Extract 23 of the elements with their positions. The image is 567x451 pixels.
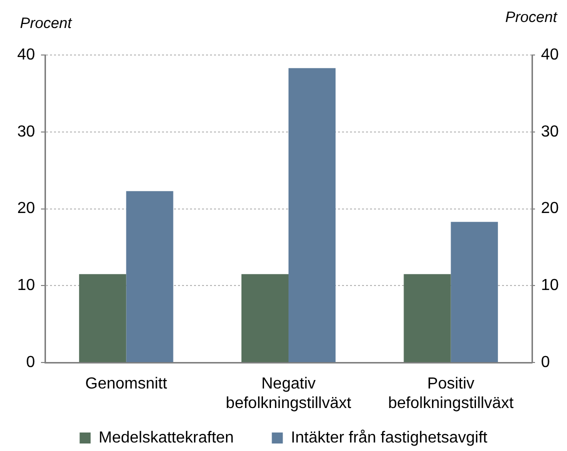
y-tick-label: 10 [17,277,36,294]
y-tick-label: 40 [17,46,36,64]
y2-tick-label: 20 [541,200,559,218]
y2-tick-label: 40 [541,46,559,64]
bar [241,274,288,362]
bar [450,222,498,362]
x-tick-label: Negativ befolkningstillväxt [226,376,352,412]
y2-tick-label: 10 [541,277,559,294]
bar [126,191,174,362]
x-tick-label: Genomsnitt [85,376,168,393]
y2-tick-label: 30 [541,123,559,140]
y-axis-title: Procent [20,15,73,32]
y2-tick-label: 0 [541,354,550,372]
bar [288,68,336,362]
bar [404,274,451,362]
y-tick-label: 0 [26,354,36,372]
bar [79,274,126,362]
x-tick-label: Positiv befolkningstillväxt [388,376,514,412]
legend-label: Medelskattekraften [98,429,234,446]
legend-label: Intäkter från fastighetsavgift [290,429,488,446]
y2-axis-title: Procent [505,9,558,26]
y-tick-label: 20 [17,200,36,218]
y-tick-label: 30 [17,123,36,140]
